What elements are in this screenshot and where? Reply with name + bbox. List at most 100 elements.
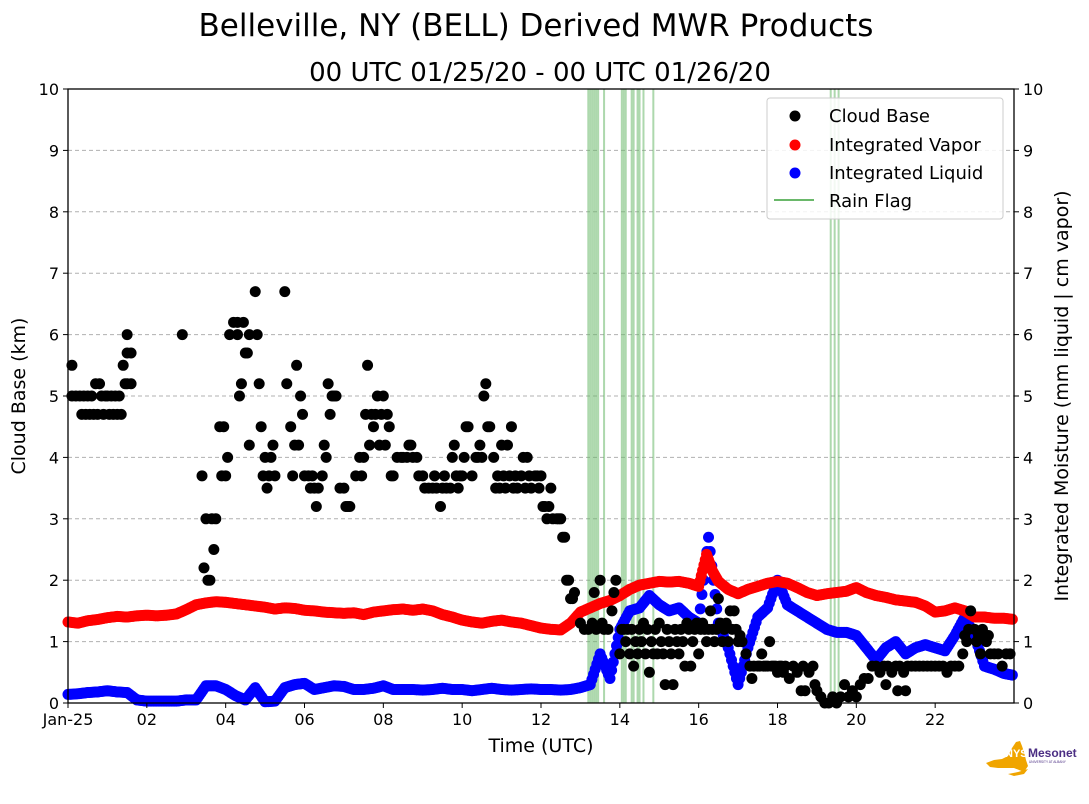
cloud-base-point bbox=[222, 451, 234, 463]
y-tick-label-right: 5 bbox=[1023, 387, 1033, 406]
cloud-base-point bbox=[673, 648, 685, 660]
y-tick-label-right: 3 bbox=[1023, 510, 1033, 529]
integrated-liquid-point bbox=[606, 664, 618, 676]
legend-marker-cloud-base bbox=[789, 110, 801, 122]
cloud-base-point bbox=[862, 672, 874, 684]
chart-title: Belleville, NY (BELL) Derived MWR Produc… bbox=[199, 8, 874, 44]
cloud-base-point bbox=[231, 329, 243, 341]
legend-item-integrated-vapor: Integrated Vapor bbox=[789, 135, 981, 156]
cloud-base-point bbox=[639, 648, 651, 660]
integrated-liquid-series bbox=[62, 531, 1018, 708]
cloud-base-point bbox=[291, 359, 303, 371]
cloud-base-point bbox=[653, 617, 665, 629]
x-tick-label: Jan-25 bbox=[42, 710, 94, 729]
cloud-base-point bbox=[237, 316, 249, 328]
cloud-base-point bbox=[462, 421, 474, 433]
cloud-base-point bbox=[267, 439, 279, 451]
x-axis: Jan-25 02 04 06 08 10 12 14 16 18 20 22 bbox=[42, 703, 945, 729]
cloud-base-point bbox=[476, 451, 488, 463]
x-tick-label: 12 bbox=[531, 710, 551, 729]
cloud-base-point bbox=[125, 378, 137, 390]
integrated-liquid-point bbox=[604, 672, 616, 684]
y-tick-label-left: 0 bbox=[49, 694, 59, 713]
cloud-base-point bbox=[657, 648, 669, 660]
cloud-base-point bbox=[712, 593, 724, 605]
cloud-base-point bbox=[383, 421, 395, 433]
cloud-base-point bbox=[306, 470, 318, 482]
cloud-base-point bbox=[474, 439, 486, 451]
integrated-liquid-point bbox=[1006, 669, 1018, 681]
cloud-base-point bbox=[480, 378, 492, 390]
cloud-base-point bbox=[344, 501, 356, 513]
x-tick-label: 18 bbox=[767, 710, 787, 729]
nys-mesonet-logo: NYS Mesonet UNIVERSITY AT ALBANY bbox=[986, 741, 1077, 776]
cloud-base-point bbox=[220, 470, 232, 482]
cloud-base-point bbox=[645, 636, 657, 648]
cloud-base-point bbox=[86, 390, 98, 402]
cloud-base-point bbox=[312, 482, 324, 494]
cloud-base-point bbox=[113, 390, 125, 402]
cloud-base-point bbox=[505, 421, 517, 433]
cloud-base-point bbox=[965, 605, 977, 617]
cloud-base-series bbox=[66, 286, 1016, 709]
cloud-base-point bbox=[320, 451, 332, 463]
legend-label-integrated-vapor: Integrated Vapor bbox=[829, 135, 981, 156]
cloud-base-point bbox=[783, 672, 795, 684]
cloud-base-point bbox=[235, 378, 247, 390]
cloud-base-point bbox=[521, 451, 533, 463]
legend-marker-integrated-liquid bbox=[789, 167, 801, 179]
cloud-base-point bbox=[452, 482, 464, 494]
cloud-base-point bbox=[602, 623, 614, 635]
cloud-base-point bbox=[892, 685, 904, 697]
y-tick-label-right: 0 bbox=[1023, 694, 1033, 713]
cloud-base-point bbox=[665, 648, 677, 660]
cloud-base-point bbox=[281, 378, 293, 390]
logo-text-nys: NYS bbox=[1005, 748, 1028, 760]
cloud-base-point bbox=[261, 482, 273, 494]
y-tick-label-right: 2 bbox=[1023, 571, 1033, 590]
y-axis-left: 0 1 2 3 4 5 6 7 8 9 10 bbox=[39, 80, 68, 713]
cloud-base-point bbox=[367, 421, 379, 433]
cloud-base-point bbox=[961, 636, 973, 648]
x-tick-label: 04 bbox=[215, 710, 235, 729]
cloud-base-point bbox=[643, 666, 655, 678]
cloud-base-point bbox=[484, 421, 496, 433]
y-tick-label-right: 10 bbox=[1023, 80, 1043, 99]
cloud-base-point bbox=[663, 636, 675, 648]
cloud-base-point bbox=[224, 329, 236, 341]
cloud-base-point bbox=[779, 660, 791, 672]
y-tick-label-left: 2 bbox=[49, 571, 59, 590]
y-tick-label-right: 7 bbox=[1023, 264, 1033, 283]
cloud-base-point bbox=[974, 648, 986, 660]
cloud-base-point bbox=[632, 648, 644, 660]
cloud-base-point bbox=[850, 691, 862, 703]
cloud-base-point bbox=[233, 390, 245, 402]
integrated-vapor-series bbox=[62, 548, 1018, 636]
cloud-base-point bbox=[992, 648, 1004, 660]
cloud-base-point bbox=[693, 648, 705, 660]
cloud-base-point bbox=[117, 359, 129, 371]
cloud-base-point bbox=[685, 660, 697, 672]
y-tick-label-left: 10 bbox=[39, 80, 59, 99]
cloud-base-point bbox=[746, 672, 758, 684]
new-york-state-shape-icon bbox=[986, 741, 1028, 776]
cloud-base-point bbox=[545, 482, 557, 494]
y-tick-label-right: 4 bbox=[1023, 448, 1033, 467]
cloud-base-point bbox=[324, 408, 336, 420]
cloud-base-point bbox=[255, 421, 267, 433]
x-tick-label: 06 bbox=[294, 710, 314, 729]
cloud-base-point bbox=[456, 470, 468, 482]
x-tick-label: 16 bbox=[688, 710, 708, 729]
cloud-base-point bbox=[736, 636, 748, 648]
cloud-base-point bbox=[295, 390, 307, 402]
x-tick-label: 08 bbox=[373, 710, 393, 729]
cloud-base-point bbox=[253, 378, 265, 390]
cloud-base-point bbox=[198, 562, 210, 574]
cloud-base-point bbox=[982, 629, 994, 641]
y-tick-label-left: 8 bbox=[49, 203, 59, 222]
cloud-base-point bbox=[377, 390, 389, 402]
cloud-base-point bbox=[265, 451, 277, 463]
cloud-base-point bbox=[269, 470, 281, 482]
cloud-base-point bbox=[515, 470, 527, 482]
